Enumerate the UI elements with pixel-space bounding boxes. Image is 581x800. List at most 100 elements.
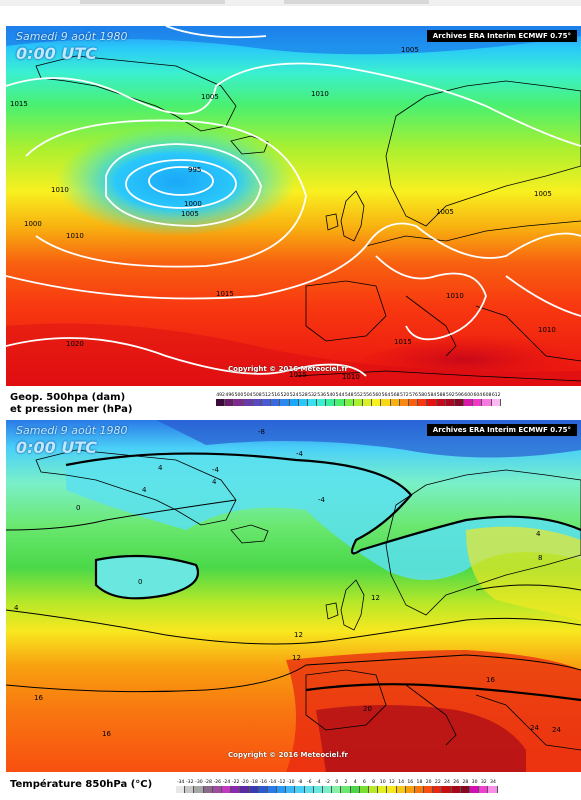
temperature-color-scale: -34 -32 -30 -28 -26 -24 -22 -20 -18 -16 -14 -12 -10-… [176,779,498,793]
scale-tick-label: -6 [306,780,312,785]
scale-swatch [427,399,437,406]
scale-tick-label: 0 [335,780,339,785]
isobar-label: 1005 [181,210,199,218]
scale-swatch [408,399,419,406]
scale-tick-label: 580 [418,393,428,398]
scale-step: -2 [323,779,333,793]
warm-zone-south [346,333,581,386]
scale-tick-label: 576 [409,393,418,398]
isotherm-label: 4 [142,486,147,494]
isobar-label: 1005 [436,208,454,216]
scale-tick-label: 20 [425,780,432,785]
scale-swatch [396,786,406,793]
scale-step: 556 [363,392,373,406]
scale-step: 552 [353,392,363,406]
scale-swatch [286,786,296,793]
scale-swatch [271,399,281,406]
scale-swatch [387,786,397,793]
iceland-coast [230,135,269,155]
scale-step: 612 [491,392,501,406]
isotherm-label: 12 [371,594,380,602]
scale-tick-label: 504 [243,393,253,398]
scale-step: 560 [372,392,382,406]
isotherm-label: 12 [294,631,303,639]
scale-tick-label: 520 [280,393,290,398]
scale-step: 604 [473,392,483,406]
scale-swatch [249,786,259,793]
isotherm-label: 4 [14,604,19,612]
italy-coast [405,684,457,746]
scale-swatch [414,786,425,793]
scale-tick-label: 508 [252,393,262,398]
scale-step: 572 [399,392,409,406]
scale-step: -6 [304,779,314,793]
scale-tick-label: 544 [335,393,345,398]
scale-tick-label: -34 [176,780,185,785]
scale-step: 34 [488,779,498,793]
scale-swatch [261,399,272,406]
scale-swatch [418,399,428,406]
scandinavia-coast [385,80,581,227]
scale-tick-label: 604 [473,393,483,398]
scale-step: 6 [359,779,369,793]
scale-swatch [277,786,287,793]
scale-tick-label: -4 [316,780,321,785]
isobar-1005 [105,143,262,227]
scale-swatch [350,786,360,793]
scale-tick-label: -16 [259,780,268,785]
scale-tick-label: 532 [308,393,317,398]
scale-step: 536 [317,392,327,406]
scale-swatch [359,786,369,793]
isobar-label: 1010 [51,186,69,194]
scale-swatch [280,399,290,406]
scale-step: 32 [479,779,489,793]
scale-step: 588 [436,392,446,406]
isotherm-label: 0 [76,504,80,512]
scale-swatch [436,399,446,406]
isotherm-label: 0 [138,578,142,586]
scale-tick-label: 18 [416,780,423,785]
isobar-label: 1015 [216,290,234,298]
ireland-coast [325,602,339,620]
scale-tick-label: 516 [271,393,281,398]
copyright-text: Copyright © 2016 Meteociel.fr [228,751,348,759]
isobar-north-edge [165,26,267,39]
isobar-1010-europe [375,255,487,341]
scale-step: 564 [381,392,391,406]
isobar-labels: 995 1000 1005 1005 1005 1005 1005 1010 1… [10,46,556,381]
scale-tick-label: 8 [372,780,375,785]
temperature-legend-title: Température 850hPa (°C) [10,779,153,790]
scale-swatch [194,786,204,793]
scale-step: 520 [280,392,290,406]
isobar-label: 1010 [311,90,329,98]
legend-title-line: Geop. 500hpa (dam) [10,392,126,403]
isobars [6,26,581,377]
scale-swatch [470,786,480,793]
isotherm-label: 16 [102,730,111,738]
scale-step: 532 [307,392,318,406]
scale-tick-label: 32 [480,780,487,785]
great-britain-coast [340,579,365,631]
scale-step: 568 [390,392,400,406]
isobar-995 [148,166,214,196]
scale-step: 8 [368,779,379,793]
scale-step: 26 [451,779,461,793]
scale-swatch [433,786,443,793]
scale-swatch [295,786,305,793]
scale-step: 0 [332,779,342,793]
isotherm-label: 12 [292,654,301,662]
scale-step: -34 [176,779,186,793]
scale-tick-label: 588 [436,393,446,398]
isobar-1020 [6,337,367,377]
greenland-coast [35,449,237,526]
scale-tick-label: 528 [298,393,308,398]
low-pressure-zone [56,126,296,236]
data-source-badge: Archives ERA Interim ECMWF 0.75° [426,30,577,42]
scale-tick-label: -14 [268,780,277,785]
coastlines [35,55,581,382]
scale-tick-label: -20 [241,780,249,785]
scale-tick-label: 524 [289,393,299,398]
scale-swatch [221,786,232,793]
scale-swatch [473,399,483,406]
warm-zone-southwest [6,323,581,386]
